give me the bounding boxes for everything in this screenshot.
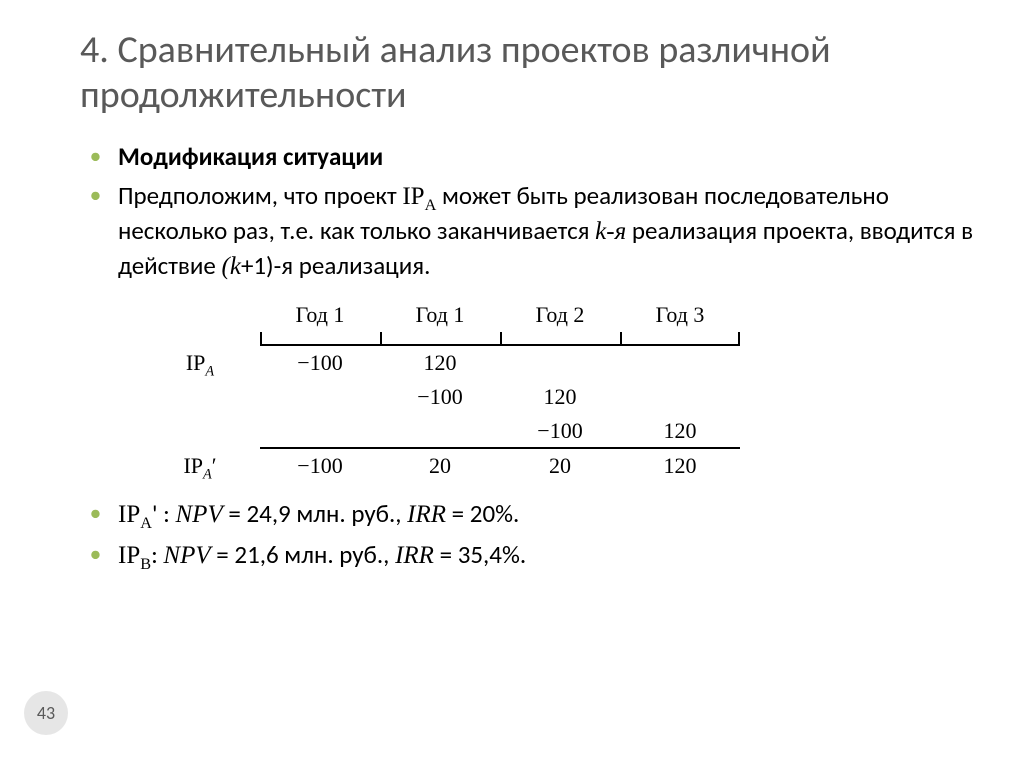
b2-sub: A (425, 196, 437, 214)
l2-sub: B (140, 555, 151, 573)
bullet-mod-text: Модификация ситуации (118, 141, 383, 172)
a1-2 (500, 345, 620, 380)
ipa-label: IP (186, 350, 206, 375)
result-ipb: IPB: NPV = 21,6 млн. руб., IRR = 35,4%. (90, 538, 974, 573)
ap-1: 20 (380, 448, 500, 483)
b2-k: k-я (595, 218, 626, 245)
a1-1: 120 (380, 345, 500, 380)
ipa-sub: A (205, 363, 214, 379)
l1-npv: NPV (176, 501, 223, 528)
hdr-3: Год 3 (620, 298, 740, 332)
a3-3: 120 (620, 414, 740, 449)
l2-irr-val: = 35,4%. (434, 539, 526, 570)
slide-title: 4. Сравнительный анализ проектов различн… (80, 28, 974, 118)
a2-2: 120 (500, 380, 620, 414)
l2-colon: : (151, 539, 163, 570)
diagram-headers: Год 1 Год 1 Год 2 Год 3 (140, 298, 740, 332)
bullet-suppose: Предположим, что проект IPA может быть р… (90, 179, 974, 283)
a2-1: −100 (380, 380, 500, 414)
a2-3 (620, 380, 740, 414)
l2-irr: IRR (395, 542, 434, 569)
b2-pre: Предположим, что проект (118, 180, 402, 211)
l1-prime: ' : (152, 498, 176, 529)
row-ipa-1: IPA −100 120 (140, 345, 740, 380)
ipap-prime: ′ (212, 453, 217, 478)
page-number: 43 (24, 691, 68, 735)
b2-ip: IP (402, 183, 424, 210)
row-ipa-2: −100 120 (140, 380, 740, 414)
b2-plus1: +1)-я реализация. (241, 250, 430, 281)
ipap-label: IP (183, 453, 203, 478)
row-ipa-prime: IPA′ −100 20 20 120 (140, 448, 740, 483)
l1-irr-val: = 20%. (446, 498, 519, 529)
a3-0 (260, 414, 380, 449)
diagram: Год 1 Год 1 Год 2 Год 3 IPA −100 120 (140, 298, 974, 483)
ap-2: 20 (500, 448, 620, 483)
hdr-0: Год 1 (260, 298, 380, 332)
l2-ip: IP (118, 542, 140, 569)
b2-k1: (k (222, 253, 241, 280)
a1-0: −100 (260, 345, 380, 380)
row-ipa-3: −100 120 (140, 414, 740, 449)
l1-ip: IP (118, 501, 140, 528)
a3-1 (380, 414, 500, 449)
a2-0 (260, 380, 380, 414)
bullets-bottom: IPA' : NPV = 24,9 млн. руб., IRR = 20%. … (90, 497, 974, 573)
bullets-top: Модификация ситуации Предположим, что пр… (90, 140, 974, 284)
hdr-2: Год 2 (500, 298, 620, 332)
l1-sub: A (140, 514, 152, 532)
hdr-1: Год 1 (380, 298, 500, 332)
a3-2: −100 (500, 414, 620, 449)
ap-0: −100 (260, 448, 380, 483)
result-ipa-prime: IPA' : NPV = 24,9 млн. руб., IRR = 20%. (90, 497, 974, 532)
l2-npv: NPV (163, 542, 210, 569)
ap-3: 120 (620, 448, 740, 483)
l1-irr: IRR (407, 501, 446, 528)
a1-3 (620, 345, 740, 380)
l2-npv-val: = 21,6 млн. руб., (211, 539, 395, 570)
bullet-mod: Модификация ситуации (90, 140, 974, 174)
diagram-ticks (140, 331, 740, 345)
ipap-sub: A (203, 466, 212, 482)
l1-npv-val: = 24,9 млн. руб., (223, 498, 407, 529)
